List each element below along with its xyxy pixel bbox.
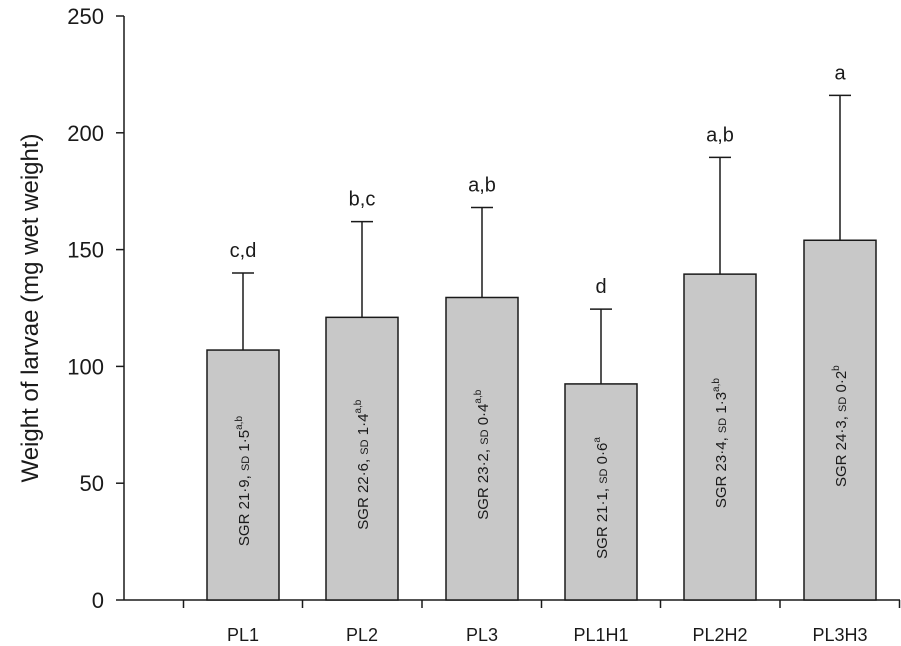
chart-bars: c,d PL1 SGR 21·9, SD 1·5a,b b,c PL2 SGR 22·6,… <box>206 62 877 645</box>
y-tick-label: 150 <box>67 238 104 263</box>
category-label: PL2H2 <box>692 625 747 645</box>
significance-label: a,b <box>706 124 734 146</box>
significance-label: b,c <box>349 189 376 211</box>
significance-label: a,b <box>468 175 496 197</box>
category-label: PL3 <box>466 625 498 645</box>
y-tick-label: 50 <box>80 471 104 496</box>
bar <box>683 273 757 601</box>
bar-inner-label: SGR 23·2, SD 0·4a,b <box>473 389 492 520</box>
significance-label: c,d <box>230 240 257 262</box>
category-label: PL1 <box>227 625 259 645</box>
bar-inner-label: SGR 24·3, SD 0·2b <box>831 365 850 487</box>
y-tick-label: 100 <box>67 354 104 379</box>
y-tick-label: 250 <box>67 4 104 29</box>
category-label: PL2 <box>346 625 378 645</box>
bar <box>325 316 399 601</box>
bar <box>206 349 280 601</box>
category-label: PL3H3 <box>812 625 867 645</box>
significance-label: d <box>595 276 606 298</box>
category-label: PL1H1 <box>573 625 628 645</box>
bar-inner-label: SGR 21·1, SD 0·6a <box>592 437 611 559</box>
significance-label: a <box>834 62 846 84</box>
bar <box>445 296 519 601</box>
y-tick-label: 200 <box>67 121 104 146</box>
bar <box>803 239 877 601</box>
y-axis-title: Weight of larvae (mg wet weight) <box>17 133 44 482</box>
bar <box>564 383 638 601</box>
bar-inner-label: SGR 21·9, SD 1·5a,b <box>234 416 253 547</box>
bar-inner-label: SGR 23·4, SD 1·3a,b <box>711 378 730 509</box>
y-tick-label: 0 <box>92 588 104 613</box>
bar-inner-label: SGR 22·6, SD 1·4a,b <box>353 399 372 530</box>
